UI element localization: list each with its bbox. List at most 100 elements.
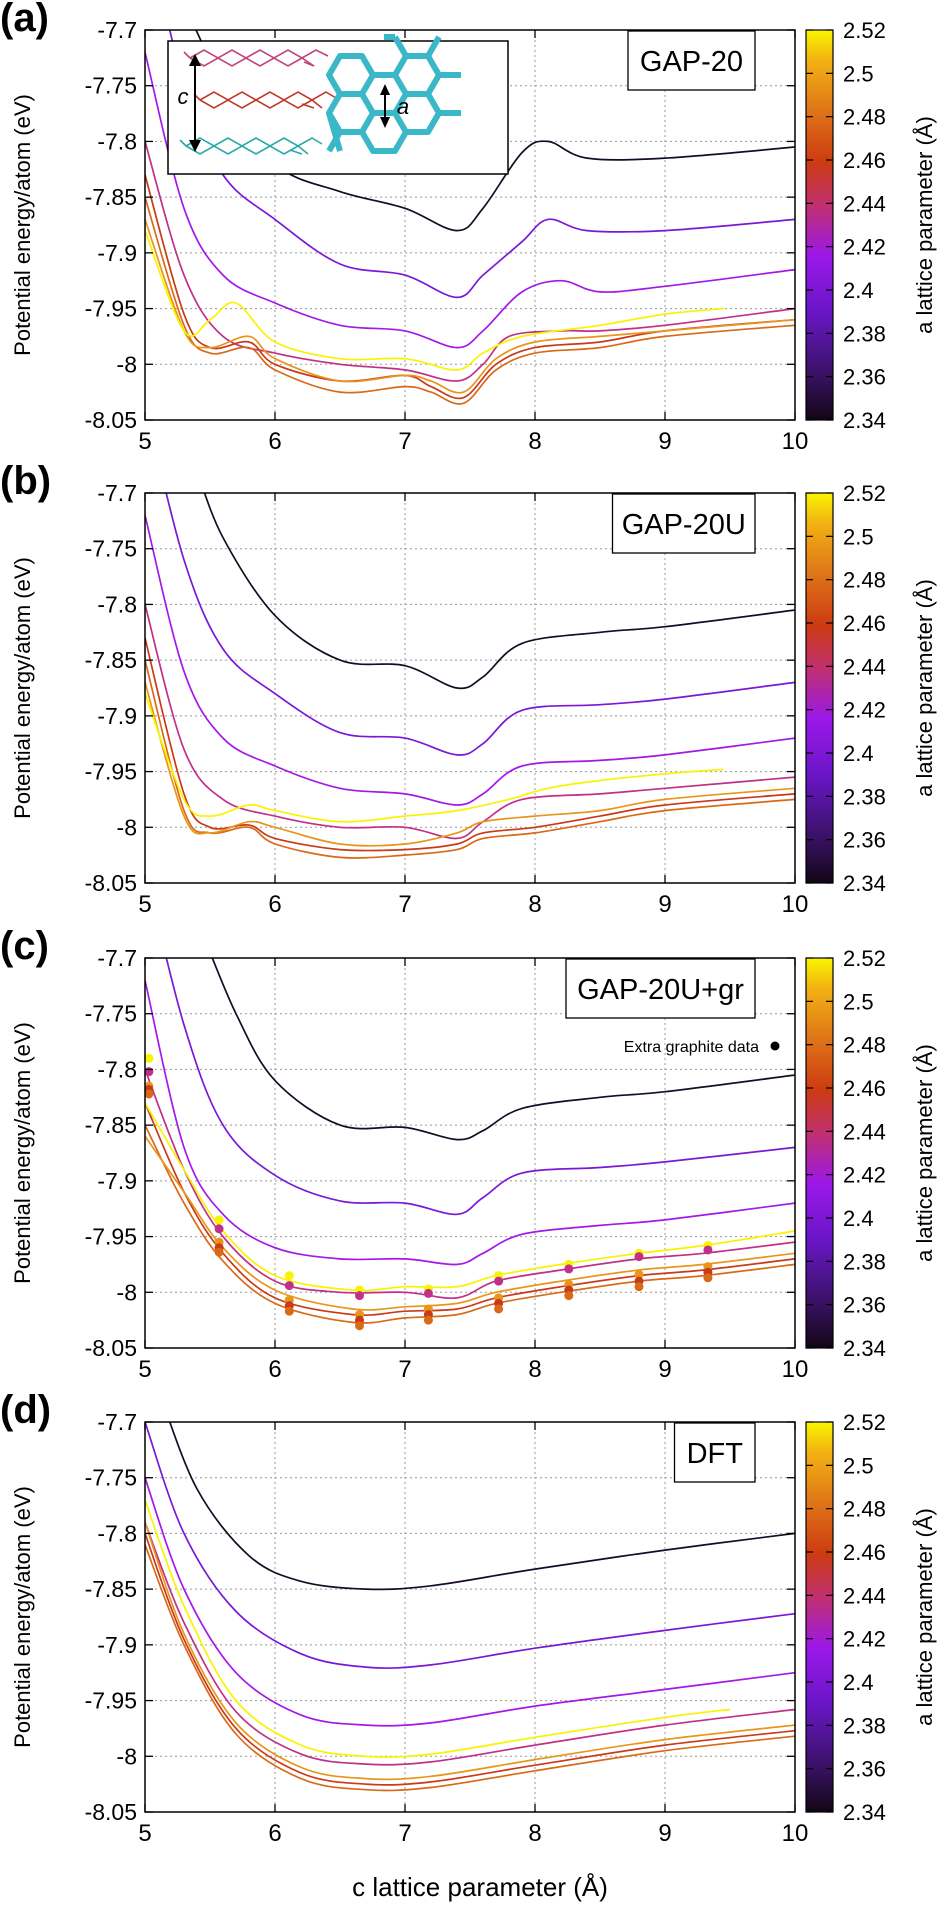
- x-tick-label: 10: [782, 428, 809, 455]
- series-line-a-2.42: [145, 604, 795, 840]
- y-tick-label: -7.8: [97, 591, 137, 617]
- series-line-a-2.34: [203, 493, 795, 690]
- panel-letter: (d): [0, 1388, 51, 1432]
- series-group: [145, 493, 795, 859]
- graphite-point: [703, 1245, 713, 1255]
- colorbar-tick-label: 2.38: [843, 784, 886, 809]
- colorbar-label: a lattice parameter (Å): [912, 116, 937, 334]
- y-tick-label: -7.85: [85, 647, 137, 673]
- series-line-a-2.42: [145, 1069, 795, 1300]
- colorbar-tick-label: 2.46: [843, 148, 886, 173]
- colorbar-label: a lattice parameter (Å): [912, 579, 937, 797]
- colorbar-tick-label: 2.42: [843, 698, 886, 723]
- honeycomb-icon: [326, 34, 461, 154]
- colorbar-tick-label: 2.5: [843, 1453, 874, 1478]
- x-tick-label: 9: [658, 891, 671, 918]
- title-box: [673, 1422, 756, 1483]
- y-axis-label: Potential energy/atom (eV): [10, 1022, 35, 1284]
- y-axis-label: Potential energy/atom (eV): [10, 1486, 35, 1748]
- series-line-a-2.46: [145, 1544, 795, 1792]
- colorbar-label: a lattice parameter (Å): [912, 1508, 937, 1726]
- x-tick-label: 7: [398, 891, 411, 918]
- y-tick-label: -7.85: [85, 184, 137, 210]
- graphite-point: [284, 1271, 294, 1281]
- graphite-point: [214, 1247, 224, 1257]
- x-tick-label: 8: [528, 891, 541, 918]
- colorbar-tick-label: 2.5: [843, 989, 874, 1014]
- colorbar-tick-label: 2.52: [843, 481, 886, 506]
- colorbar-tick-label: 2.5: [843, 524, 874, 549]
- graphite-point: [423, 1288, 433, 1298]
- x-tick-label: 6: [268, 1820, 281, 1847]
- x-tick-label: 9: [658, 428, 671, 455]
- x-tick-label: 6: [268, 1356, 281, 1383]
- colorbar-tick-label: 2.52: [843, 946, 886, 971]
- y-tick-label: -7.95: [85, 296, 137, 322]
- colorbar-tick-label: 2.46: [843, 611, 886, 636]
- y-tick-label: -7.9: [97, 1168, 137, 1194]
- colorbar-tick-label: 2.48: [843, 1033, 886, 1058]
- colorbar-tick-label: 2.38: [843, 321, 886, 346]
- series-line-a-2.52: [145, 693, 724, 823]
- panel-c: Extra graphite data 5 6 7 8 9 10 -7.7 -7.75 -7.8 -…: [0, 924, 937, 1383]
- colorbar-tick-label: 2.4: [843, 1670, 874, 1695]
- series-line-a-2.40: [145, 980, 795, 1266]
- inset-a-label: a: [397, 94, 409, 119]
- y-tick-label: -7.75: [85, 536, 137, 562]
- colorbar-tick-label: 2.44: [843, 654, 886, 679]
- colorbar-tick-label: 2.36: [843, 1293, 886, 1318]
- colorbar-tick-label: 2.48: [843, 568, 886, 593]
- plot-frame: [144, 29, 796, 421]
- y-tick-label: -7.95: [85, 1688, 137, 1714]
- x-tick-label: 6: [268, 428, 281, 455]
- colorbar: [805, 957, 834, 1349]
- graphite-point: [145, 1089, 154, 1099]
- colorbar-tick-label: 2.44: [843, 1119, 886, 1144]
- chart-title: DFT: [687, 1438, 744, 1470]
- y-tick-label: -8: [117, 1743, 137, 1769]
- graphite-point: [494, 1304, 504, 1314]
- colorbar-tick-label: 2.4: [843, 741, 874, 766]
- y-tick-label: -7.85: [85, 1112, 137, 1138]
- legend-label: Extra graphite data: [624, 1039, 759, 1056]
- colorbar-tick-label: 2.36: [843, 365, 886, 390]
- graphite-point: [494, 1276, 504, 1286]
- graphite-point: [564, 1264, 574, 1274]
- colorbar-tick-label: 2.34: [843, 408, 886, 433]
- y-tick-label: -8.05: [85, 1335, 137, 1361]
- x-tick-label: 10: [782, 1356, 809, 1383]
- series-line-a-2.44: [145, 1533, 795, 1786]
- plot-frame: [144, 1421, 796, 1813]
- colorbar-tick-label: 2.44: [843, 191, 886, 216]
- series-line-a-2.34: [211, 958, 795, 1141]
- y-tick-label: -7.85: [85, 1576, 137, 1602]
- colorbar-tick-label: 2.42: [843, 1163, 886, 1188]
- colorbar-tick-label: 2.34: [843, 1800, 886, 1825]
- x-tick-label: 7: [398, 428, 411, 455]
- series-line-a-2.42: [145, 141, 795, 382]
- graphite-point: [423, 1315, 433, 1325]
- x-tick-label: 10: [782, 891, 809, 918]
- y-tick-label: -7.75: [85, 1465, 137, 1491]
- colorbar-tick-label: 2.34: [843, 1336, 886, 1361]
- series-line-a-2.48: [145, 1522, 795, 1781]
- colorbar-tick-label: 2.4: [843, 1206, 874, 1231]
- graphite-point: [355, 1321, 364, 1331]
- y-tick-label: -7.9: [97, 1632, 137, 1658]
- series-line-a-2.38: [165, 958, 795, 1216]
- x-tick-label: 9: [658, 1356, 671, 1383]
- graphite-point: [145, 1053, 154, 1063]
- colorbar-tick-label: 2.42: [843, 1627, 886, 1652]
- x-tick-label: 5: [138, 1356, 151, 1383]
- x-tick-label: 10: [782, 1820, 809, 1847]
- colorbar-tick-label: 2.52: [843, 1410, 886, 1435]
- panel-letter: (c): [0, 924, 49, 968]
- series-line-a-2.46: [145, 196, 795, 405]
- colorbar-tick-label: 2.48: [843, 105, 886, 130]
- series-line-a-2.42: [145, 1521, 795, 1766]
- y-tick-label: -7.9: [97, 240, 137, 266]
- series-line-a-2.38: [165, 493, 795, 756]
- colorbar-tick-label: 2.38: [843, 1713, 886, 1738]
- graphite-point: [284, 1281, 294, 1291]
